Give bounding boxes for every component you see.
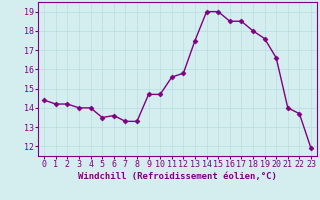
X-axis label: Windchill (Refroidissement éolien,°C): Windchill (Refroidissement éolien,°C) [78,172,277,181]
